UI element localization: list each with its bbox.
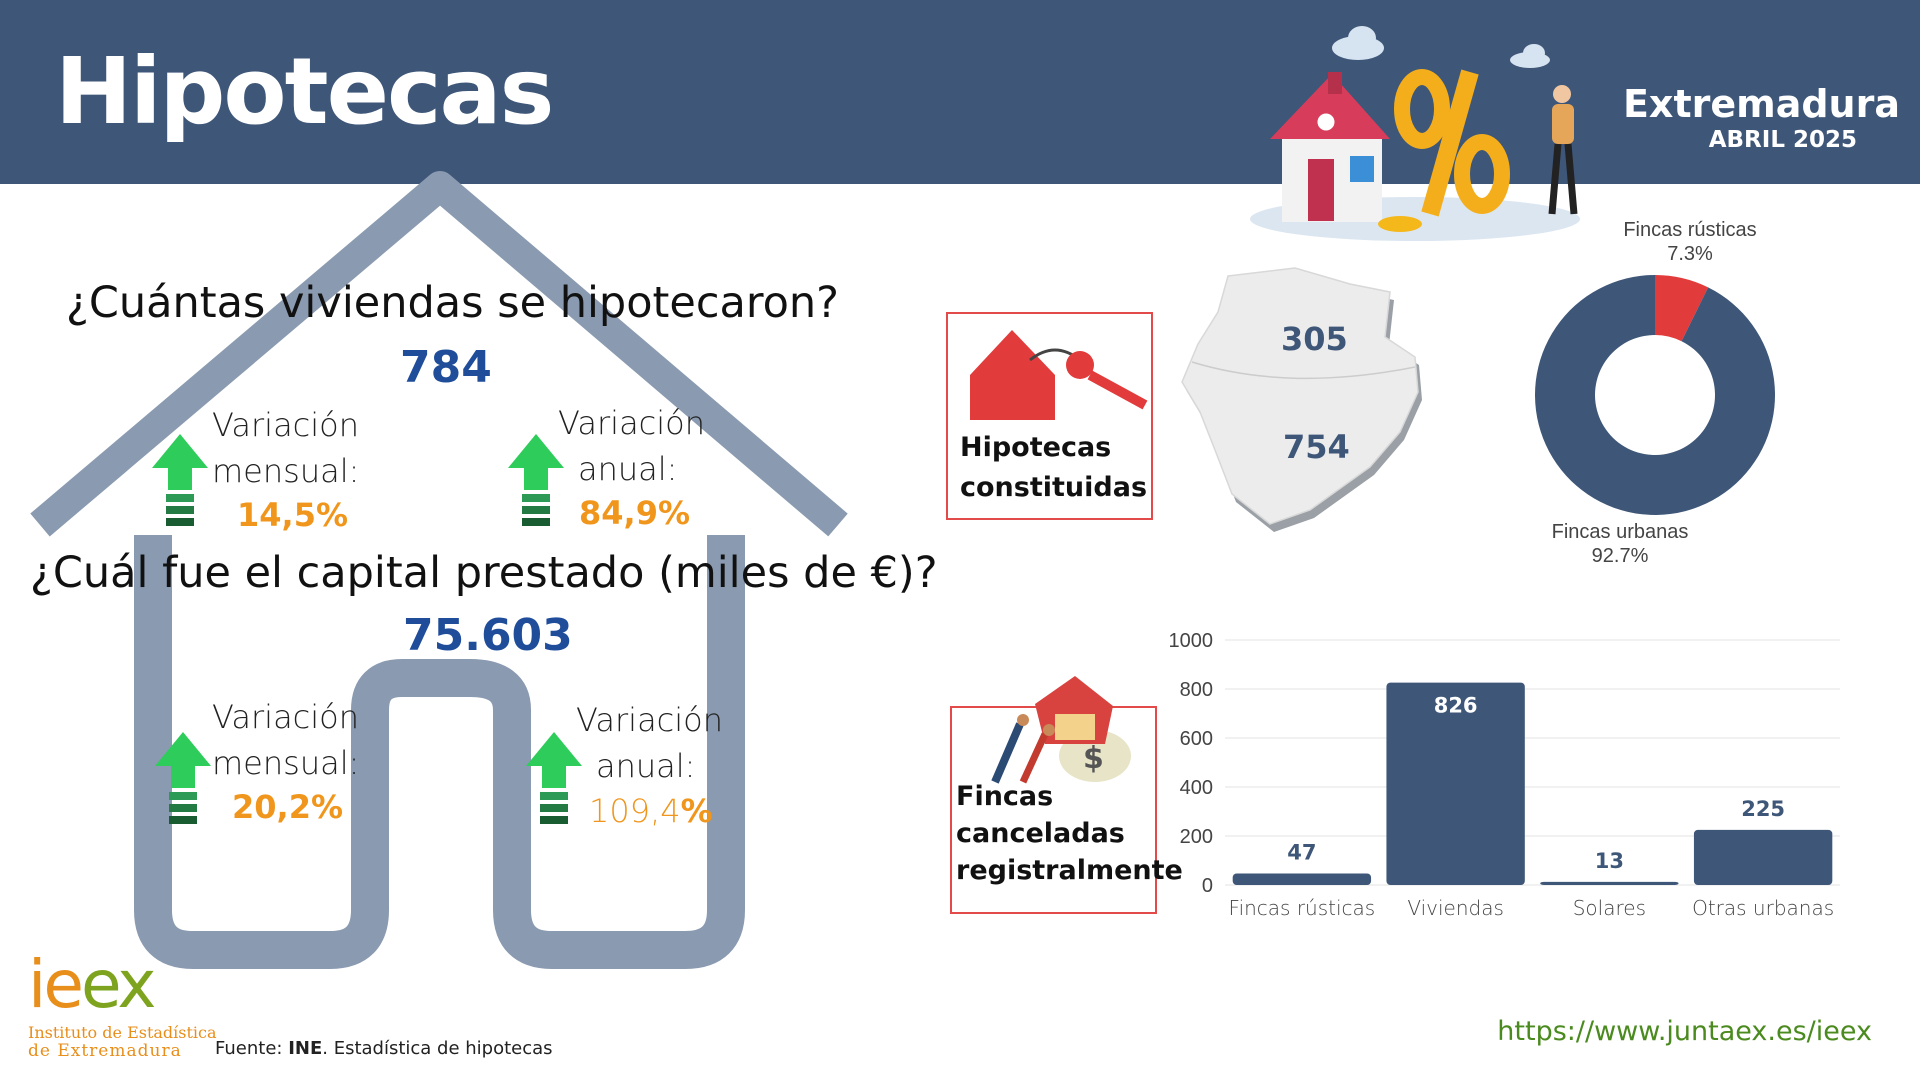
map-value-caceres: 305: [1281, 320, 1348, 358]
bar: [1540, 881, 1679, 885]
percent-icon: [1394, 69, 1510, 217]
bar-value-label: 47: [1287, 840, 1316, 864]
foreclosure-illustration: $: [991, 676, 1131, 784]
house-roof: [30, 171, 848, 537]
donut-chart: [1535, 275, 1775, 515]
capital-annual-label: Variación anual:: [576, 697, 723, 789]
variation-label: Variación: [212, 406, 360, 444]
y-tick-label: 200: [1180, 826, 1213, 848]
canceladas-label-line: Fincas: [956, 781, 1054, 812]
house-key-icon: [970, 330, 1148, 420]
viviendas-value: 784: [400, 342, 492, 393]
extremadura-map: [1181, 267, 1422, 532]
bar-chart-bars: 47 Fincas rústicas 826 Viviendas 13 Solares 22…: [1229, 682, 1834, 920]
canceladas-label-line: registralmente: [956, 855, 1183, 886]
source-prefix: Fuente:: [215, 1038, 289, 1059]
donut-slice-value: 7.3%: [1667, 243, 1713, 265]
capital-question: ¿Cuál fue el capital prestado (miles de …: [30, 548, 938, 598]
source-rest: . Estadística de hipotecas: [322, 1038, 553, 1059]
viviendas-annual-value: 84,9%: [579, 494, 691, 532]
bar: [1386, 682, 1525, 885]
y-tick-label: 600: [1180, 728, 1213, 750]
arrow-up-icon: [508, 434, 564, 526]
donut-slices: [1535, 275, 1775, 515]
constituidas-label-line: constituidas: [960, 472, 1148, 503]
source-name: INE: [288, 1038, 323, 1059]
viviendas-monthly-label: Variación mensual:: [212, 402, 359, 494]
annual-label: anual:: [596, 747, 696, 785]
page-title: Hipotecas: [55, 38, 554, 145]
header-banner: [0, 0, 1920, 184]
ieex-logo-text: ieex: [28, 955, 154, 1019]
arrow-up-icon: [152, 434, 208, 526]
house-walls: [134, 535, 745, 969]
map-value-badajoz: 754: [1283, 428, 1350, 466]
cloud-icon: [1332, 26, 1384, 60]
bar: [1693, 829, 1833, 885]
constituidas-label-line: Hipotecas: [960, 432, 1112, 463]
ieex-logo-line1: Instituto de Estadística: [28, 1023, 217, 1042]
monthly-label: mensual:: [212, 452, 360, 490]
variation-label: Variación: [212, 698, 360, 736]
capital-annual-value: 109,4%: [589, 792, 713, 830]
capital-monthly-value: 20,2%: [232, 788, 344, 826]
house-outline: [30, 171, 848, 969]
y-tick-label: 1000: [1169, 630, 1214, 652]
ieex-logo-mark: ieex: [28, 946, 157, 1023]
bar-value-label: 13: [1595, 849, 1624, 873]
donut-label-urbanas: Fincas urbanas 92.7%: [1540, 520, 1700, 568]
viviendas-question: ¿Cuántas viviendas se hipotecaron?: [66, 278, 839, 328]
capital-annual-percent-sign: %: [680, 792, 713, 830]
cloud-icon: [1510, 44, 1550, 68]
donut-slice: [1655, 275, 1709, 342]
viviendas-monthly-value: 14,5%: [237, 496, 349, 534]
y-tick-label: 800: [1180, 679, 1213, 701]
x-category-label: Viviendas: [1407, 896, 1504, 920]
bar-chart: 0 200 400 600 800 1000 47 Fincas rústicas 826 Vi…: [1169, 630, 1840, 920]
source-note: Fuente: INE. Estadística de hipotecas: [215, 1038, 553, 1059]
bar-value-label: 225: [1741, 797, 1785, 821]
x-category-label: Fincas rústicas: [1229, 896, 1376, 920]
arrow-up-icon: [526, 732, 582, 824]
canceladas-label: Fincas canceladas registralmente: [956, 778, 1183, 889]
capital-value: 75.603: [403, 610, 573, 661]
house-percent-illustration: [1250, 26, 1580, 241]
donut-slice-label: Fincas rústicas: [1623, 219, 1757, 241]
svg-text:$: $: [1083, 741, 1104, 776]
region-title: Extremadura: [1622, 82, 1900, 126]
house-icon: [1270, 72, 1390, 222]
bar: [1232, 873, 1372, 885]
x-category-label: Otras urbanas: [1692, 896, 1834, 920]
constituidas-label: Hipotecas constituidas: [960, 428, 1147, 508]
x-category-label: Solares: [1573, 896, 1646, 920]
monthly-label: mensual:: [212, 744, 360, 782]
person-icon: [1548, 85, 1578, 215]
donut-slice-label: Fincas urbanas: [1551, 521, 1689, 543]
variation-label: Variación: [576, 701, 724, 739]
bar-value-label: 826: [1434, 694, 1478, 718]
arrow-up-icon: [155, 732, 211, 824]
donut-slice-value: 92.7%: [1591, 545, 1649, 567]
y-tick-label: 400: [1180, 777, 1213, 799]
capital-annual-number: 109,4: [589, 792, 681, 830]
y-tick-label: 0: [1202, 875, 1213, 897]
website-link[interactable]: https://www.juntaex.es/ieex: [1497, 1016, 1872, 1047]
capital-monthly-label: Variación mensual:: [212, 694, 359, 786]
canceladas-label-line: canceladas: [956, 818, 1125, 849]
annual-label: anual:: [578, 450, 678, 488]
period-label: ABRIL 2025: [1708, 127, 1857, 153]
coin-icon: [1378, 216, 1422, 232]
donut-slice: [1535, 275, 1775, 515]
donut-label-rusticas: Fincas rústicas 7.3%: [1610, 218, 1770, 266]
viviendas-annual-label: Variación anual:: [558, 400, 705, 492]
variation-label: Variación: [558, 404, 706, 442]
ieex-logo: ieex Instituto de Estadística de Extrema…: [28, 946, 217, 1061]
ieex-logo-line2: de Extremadura: [28, 1041, 182, 1061]
